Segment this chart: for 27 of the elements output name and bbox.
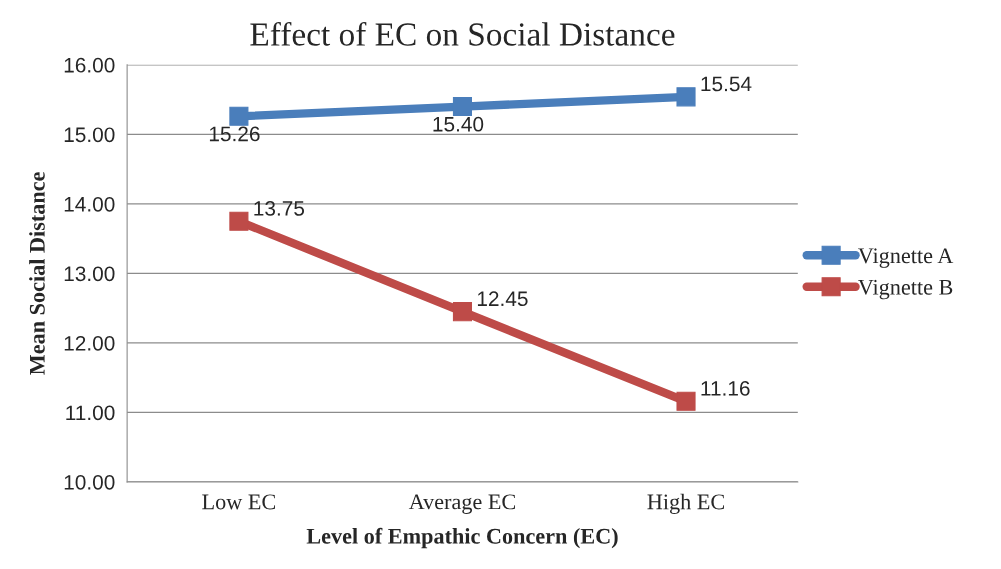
y-axis-title: Mean Social Distance xyxy=(29,172,45,375)
data-label: 11.16 xyxy=(701,381,750,396)
y-tick-label: 12.00 xyxy=(64,335,115,351)
point xyxy=(452,97,473,117)
x-axis-title: Level of Empathic Concern (EC) xyxy=(306,527,618,549)
x-tick-label: Low EC xyxy=(202,494,276,510)
y-tick-label: 13.00 xyxy=(64,266,115,282)
data-label: 13.75 xyxy=(254,201,305,216)
y-tick-label: 11.00 xyxy=(66,405,115,421)
y-tick-label: 10.00 xyxy=(64,474,115,490)
point xyxy=(229,211,249,231)
y-tick-label: 14.00 xyxy=(64,196,115,212)
legend-label: Vignette A xyxy=(858,248,954,268)
data-label: 15.40 xyxy=(433,116,484,132)
data-label: 15.54 xyxy=(701,76,752,92)
x-tick-label: High EC xyxy=(647,493,724,514)
data-label: 12.45 xyxy=(477,291,528,307)
y-tick-label: 16.00 xyxy=(64,57,115,73)
data-label: 15.26 xyxy=(209,126,260,142)
point xyxy=(676,87,696,107)
chart-title: Effect of EC on Social Distance xyxy=(250,21,675,46)
y-tick-label: 15.00 xyxy=(64,127,115,143)
x-tick-label: Average EC xyxy=(408,494,516,514)
point xyxy=(676,391,696,411)
point xyxy=(229,106,249,126)
legend-label: Vignette B xyxy=(858,279,953,300)
point xyxy=(452,302,473,322)
